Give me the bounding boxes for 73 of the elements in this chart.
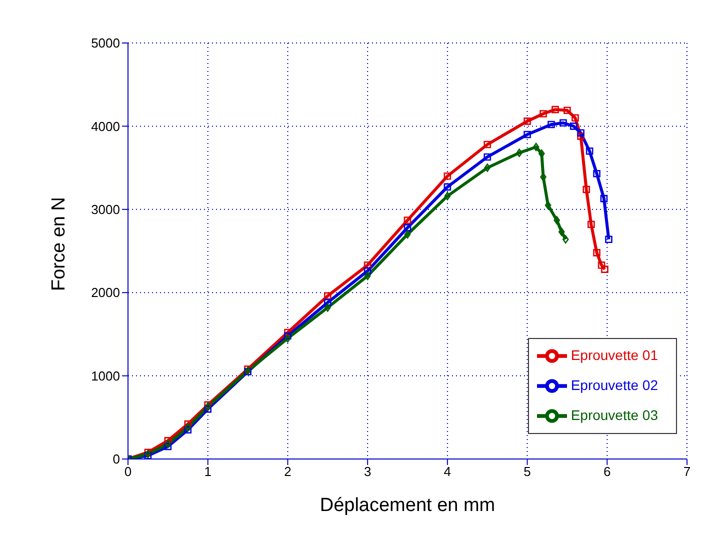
point <box>144 450 152 458</box>
point <box>593 170 600 178</box>
point <box>364 267 372 275</box>
point <box>324 303 331 312</box>
y-tick-label: 5000 <box>91 36 120 51</box>
point <box>524 130 531 138</box>
point <box>364 261 372 269</box>
point <box>558 228 565 236</box>
point <box>404 216 412 224</box>
y-tick-label: 0 <box>112 452 120 467</box>
point <box>184 420 192 428</box>
point <box>284 334 291 343</box>
x-tick-label: 6 <box>604 464 611 480</box>
point <box>560 119 567 127</box>
point <box>605 236 612 243</box>
point <box>562 235 569 244</box>
point <box>404 224 412 232</box>
point <box>593 249 600 256</box>
point <box>570 122 578 130</box>
point <box>572 114 579 122</box>
point <box>554 216 560 224</box>
y-tick-label: 1000 <box>91 368 120 384</box>
x-tick-label: 1 <box>204 464 212 480</box>
point <box>540 110 547 118</box>
point <box>577 129 584 137</box>
point <box>524 118 531 125</box>
y-axis-title: Force en N <box>48 197 70 291</box>
y-tick-label: 3000 <box>91 202 120 218</box>
legend-label: Eprouvette 03 <box>570 407 658 424</box>
point <box>184 426 192 434</box>
y-tick-label: 2000 <box>91 285 120 300</box>
point <box>577 132 584 140</box>
point <box>600 194 608 202</box>
point <box>544 201 552 210</box>
x-tick-label: 0 <box>124 464 132 480</box>
x-tick-label: 3 <box>364 464 372 480</box>
point <box>516 148 522 157</box>
point <box>144 448 152 456</box>
point <box>324 292 332 300</box>
point <box>484 164 491 172</box>
point <box>484 153 492 161</box>
point <box>284 332 292 340</box>
point <box>184 423 192 432</box>
legend-label: Eprouvette 01 <box>570 347 658 364</box>
point <box>284 328 292 336</box>
point <box>601 266 608 273</box>
point <box>164 440 172 448</box>
point <box>484 140 492 148</box>
point <box>444 192 451 200</box>
x-tick-label: 7 <box>683 464 691 480</box>
x-axis-title: Déplacement en mm <box>320 495 496 516</box>
y-tick-label: 4000 <box>91 118 120 134</box>
point <box>364 272 371 280</box>
point <box>444 172 452 180</box>
x-tick-label: 2 <box>284 464 292 480</box>
point <box>324 298 332 306</box>
point <box>404 230 411 239</box>
x-tick-label: 4 <box>444 464 452 480</box>
point <box>532 142 540 152</box>
point <box>588 220 595 228</box>
x-tick-label: 5 <box>524 464 531 480</box>
point <box>552 106 559 114</box>
point <box>204 405 212 413</box>
legend-label: Eprouvette 02 <box>570 377 658 394</box>
point <box>444 183 452 191</box>
point <box>164 437 172 444</box>
point <box>548 120 555 128</box>
point <box>164 442 172 450</box>
point <box>144 452 152 459</box>
point <box>586 148 594 155</box>
point <box>582 186 590 194</box>
point <box>598 261 606 269</box>
point <box>564 106 571 114</box>
